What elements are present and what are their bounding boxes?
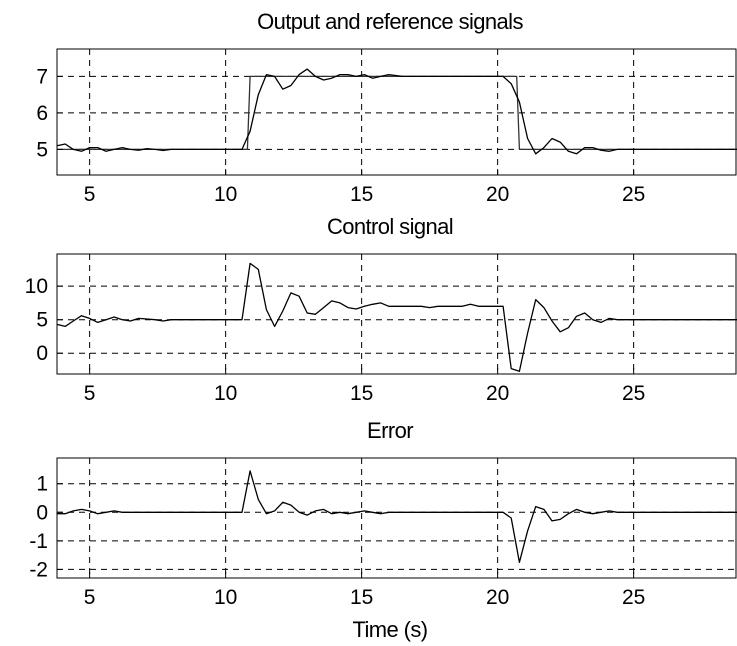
output-reference-x-ticks: 5 10 15 20 25 (84, 169, 645, 206)
output-reference-x-tick-label-5: 5 (84, 183, 96, 206)
control-signal-x-tick-label-15: 15 (350, 382, 373, 405)
output-reference-x-tick-label-25: 25 (622, 183, 645, 206)
output-reference-x-tick-label-15: 15 (350, 183, 373, 206)
output-reference-series (56, 68, 737, 155)
error-panel: Error Time (s) 5 10 15 20 25 -2 -1 0 1 (29, 418, 737, 642)
output-reference-y-tick-label-5: 5 (36, 138, 48, 161)
output-reference-panel: Output and reference signals 5 10 15 20 25 5… (36, 9, 737, 206)
error-title: Error (367, 418, 413, 443)
control-signal-x-ticks: 5 10 15 20 25 (84, 368, 645, 405)
control-signal-x-tick-label-10: 10 (214, 382, 237, 405)
control-signal-series-line-0 (56, 262, 737, 372)
control-signal-x-tick-label-5: 5 (84, 382, 96, 405)
control-signal-y-tick-label-0: 0 (36, 342, 48, 365)
output-reference-x-tick-label-10: 10 (214, 183, 237, 206)
error-series-line-0 (57, 470, 737, 563)
error-x-tick-label-20: 20 (486, 586, 509, 609)
error-axes-frame (56, 457, 737, 579)
control-signal-panel: Control signal 5 10 15 20 25 0 5 10 (25, 214, 737, 405)
output-reference-series-line-1 (56, 68, 737, 155)
control-signal-y-tick-label-10: 10 (25, 275, 48, 298)
error-x-tick-label-5: 5 (84, 586, 96, 609)
control-signal-x-tick-label-25: 25 (622, 382, 645, 405)
output-reference-y-ticks: 5 6 7 (36, 65, 63, 161)
error-series (57, 470, 737, 563)
error-y-tick-label-0: 0 (36, 501, 48, 524)
error-x-tick-label-15: 15 (350, 586, 373, 609)
error-x-tick-label-10: 10 (214, 586, 237, 609)
time-axis-label: Time (s) (352, 617, 427, 642)
output-reference-title: Output and reference signals (257, 9, 523, 34)
control-signal-title: Control signal (327, 214, 453, 239)
control-signal-axes-frame (56, 253, 737, 375)
error-y-tick-label-neg2: -2 (29, 558, 48, 581)
control-signal-y-tick-label-5: 5 (36, 309, 48, 332)
error-y-tick-label-1: 1 (36, 473, 48, 496)
output-reference-axes-frame (56, 48, 737, 176)
control-signal-x-tick-label-20: 20 (486, 382, 509, 405)
output-reference-x-tick-label-20: 20 (486, 183, 509, 206)
output-reference-y-tick-label-6: 6 (36, 102, 48, 125)
error-y-ticks: -2 -1 0 1 (29, 473, 63, 581)
output-reference-y-tick-label-7: 7 (36, 65, 48, 88)
error-x-ticks: 5 10 15 20 25 (84, 572, 645, 609)
error-y-tick-label-neg1: -1 (29, 530, 48, 553)
error-x-tick-label-25: 25 (622, 586, 645, 609)
control-signal-series (56, 262, 737, 372)
control-signal-y-ticks: 0 5 10 (25, 275, 63, 365)
